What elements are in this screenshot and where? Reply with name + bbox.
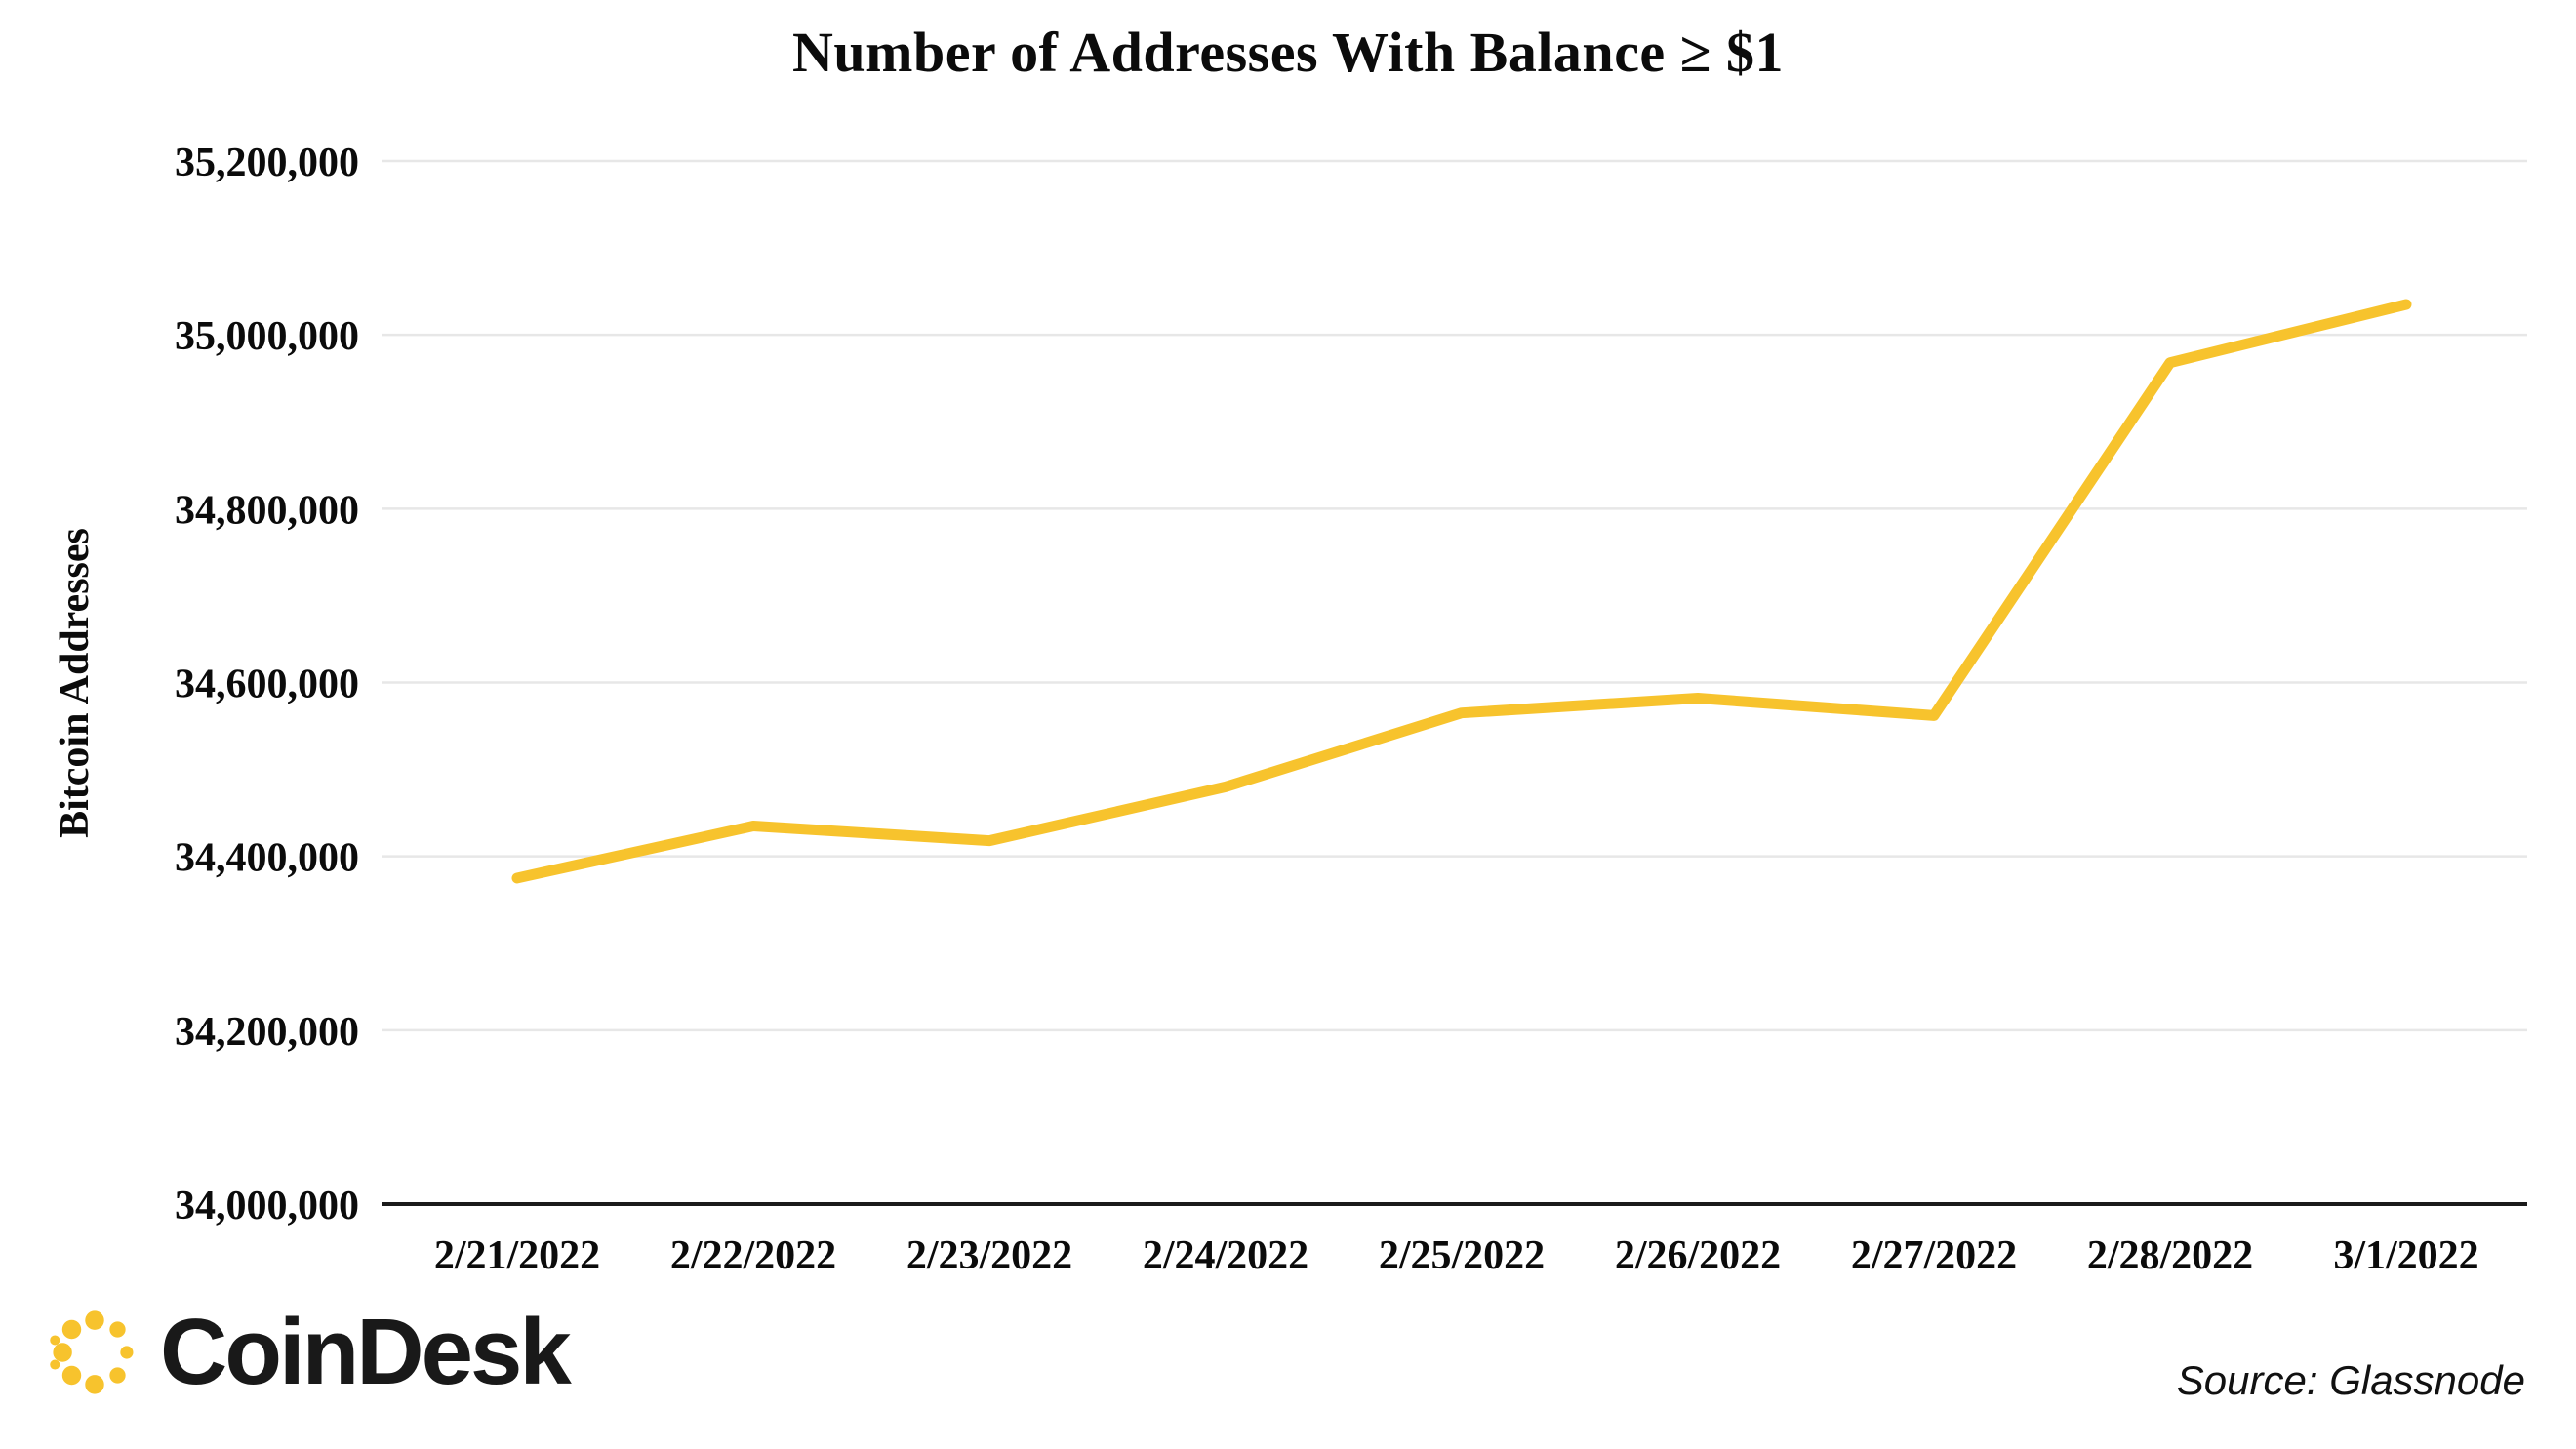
svg-text:34,000,000: 34,000,000	[175, 1184, 359, 1228]
coindesk-wordmark: CoinDesk	[160, 1300, 572, 1404]
svg-text:2/21/2022: 2/21/2022	[434, 1233, 600, 1278]
coindesk-logo: CoinDesk	[49, 1300, 572, 1404]
svg-text:2/28/2022: 2/28/2022	[2087, 1233, 2253, 1278]
svg-text:2/26/2022: 2/26/2022	[1615, 1233, 1781, 1278]
svg-text:35,200,000: 35,200,000	[175, 141, 359, 185]
svg-text:2/24/2022: 2/24/2022	[1143, 1233, 1308, 1278]
line-chart: 34,000,000 34,200,000 34,400,000 34,600,000…	[175, 141, 2527, 1278]
svg-text:2/27/2022: 2/27/2022	[1851, 1233, 2017, 1278]
svg-text:35,000,000: 35,000,000	[175, 314, 359, 359]
svg-text:34,200,000: 34,200,000	[175, 1010, 359, 1055]
coindesk-logo-icon	[50, 1310, 134, 1394]
svg-text:3/1/2022: 3/1/2022	[2333, 1233, 2478, 1278]
svg-text:34,400,000: 34,400,000	[175, 836, 359, 881]
svg-text:2/23/2022: 2/23/2022	[906, 1233, 1072, 1278]
chart-title: Number of Addresses With Balance ≥ $1	[791, 20, 1785, 84]
svg-text:34,800,000: 34,800,000	[175, 488, 359, 533]
svg-text:2/25/2022: 2/25/2022	[1379, 1233, 1545, 1278]
svg-text:34,600,000: 34,600,000	[175, 663, 359, 707]
svg-text:2/22/2022: 2/22/2022	[670, 1233, 836, 1278]
source-credit: Source: Glassnode	[2176, 1357, 2525, 1403]
